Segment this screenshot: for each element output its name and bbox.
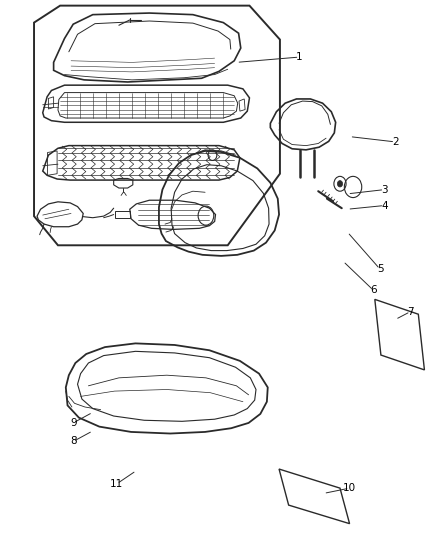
- Text: 6: 6: [370, 285, 377, 295]
- Text: 5: 5: [377, 264, 383, 274]
- Text: 2: 2: [392, 137, 399, 147]
- Circle shape: [337, 181, 343, 187]
- Text: 11: 11: [110, 479, 124, 489]
- Text: 8: 8: [70, 437, 77, 447]
- Text: 1: 1: [296, 52, 303, 62]
- Text: 3: 3: [381, 184, 388, 195]
- Text: 7: 7: [407, 306, 414, 317]
- Text: 4: 4: [381, 200, 388, 211]
- Text: 10: 10: [343, 483, 356, 493]
- Text: 9: 9: [70, 418, 77, 428]
